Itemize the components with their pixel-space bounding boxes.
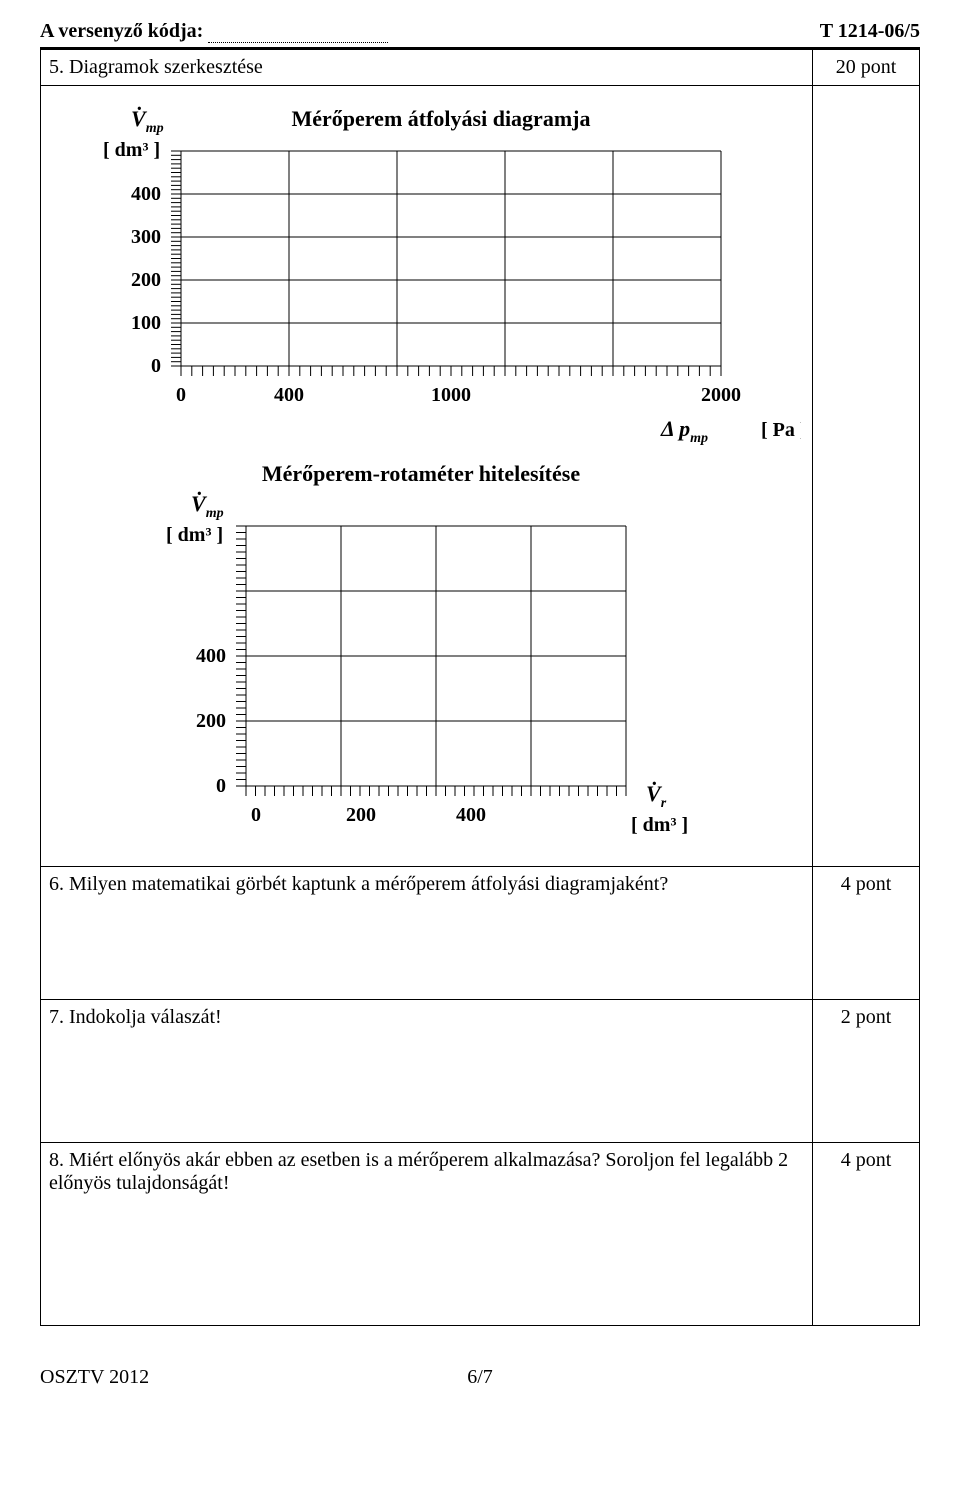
q5-text: Diagramok szerkesztése	[69, 56, 263, 78]
questions-table: 5. Diagramok szerkesztése 20 pont Mérőpe…	[40, 49, 920, 1326]
table-row: 6. Milyen matematikai görbét kaptunk a m…	[41, 867, 920, 1000]
svg-text:200: 200	[196, 710, 226, 732]
charts-points-cell	[813, 86, 920, 867]
svg-text:400: 400	[131, 183, 161, 205]
chart1-title: Mérőperem átfolyási diagramja	[292, 106, 591, 131]
svg-text:200: 200	[131, 269, 161, 291]
exam-code: T 1214-06/5	[820, 20, 920, 43]
svg-text:[ dm³ ]: [ dm³ ]	[166, 524, 223, 546]
svg-text:100: 100	[131, 312, 161, 334]
svg-text:400: 400	[456, 804, 486, 826]
q6-points: 4 pont	[813, 867, 920, 1000]
q7-text: Indokolja válaszát!	[69, 1006, 222, 1028]
svg-text:V̇r: V̇r	[646, 781, 667, 811]
svg-text:0: 0	[251, 804, 261, 826]
q8-points: 4 pont	[813, 1143, 920, 1326]
svg-text:2000: 2000	[701, 384, 741, 406]
svg-text:V̇mp: V̇mp	[191, 491, 224, 521]
svg-text:400: 400	[274, 384, 304, 406]
q5-points: 20 pont	[813, 50, 920, 86]
svg-text:200: 200	[346, 804, 376, 826]
svg-text:[ Pa ]: [ Pa ]	[761, 419, 801, 441]
q7-num: 7.	[49, 1006, 64, 1028]
competitor-label: A versenyző kódja:	[40, 20, 203, 42]
chart-2: Mérőperem-rotaméter hitelesítése V̇mp [ …	[61, 456, 801, 856]
q5-num: 5.	[49, 56, 64, 78]
svg-text:[ dm³ ]: [ dm³ ]	[631, 814, 688, 836]
svg-text:[ dm³ ]: [ dm³ ]	[103, 139, 160, 161]
footer-center: 6/7	[40, 1366, 920, 1389]
q8-num: 8.	[49, 1149, 64, 1171]
table-row: Mérőperem átfolyási diagramja V̇mp [ dm³…	[41, 86, 920, 867]
q6-text: Milyen matematikai görbét kaptunk a mérő…	[69, 873, 668, 895]
svg-text:0: 0	[176, 384, 186, 406]
table-row: 5. Diagramok szerkesztése 20 pont	[41, 50, 920, 86]
q8-text: Miért előnyös akár ebben az esetben is a…	[49, 1149, 788, 1194]
competitor-code-blank	[208, 42, 388, 43]
svg-text:0: 0	[216, 775, 226, 797]
svg-text:V̇mp: V̇mp	[131, 106, 164, 136]
page-footer: OSZTV 2012 6/7	[40, 1366, 920, 1389]
footer-left: OSZTV 2012	[40, 1366, 149, 1389]
q7-points: 2 pont	[813, 1000, 920, 1143]
svg-text:1000: 1000	[431, 384, 471, 406]
svg-text:400: 400	[196, 645, 226, 667]
page-header: A versenyző kódja: T 1214-06/5	[40, 20, 920, 43]
table-row: 7. Indokolja válaszát! 2 pont	[41, 1000, 920, 1143]
svg-text:0: 0	[151, 355, 161, 377]
svg-text:Δ pmp: Δ pmp	[660, 416, 708, 446]
table-row: 8. Miért előnyös akár ebben az esetben i…	[41, 1143, 920, 1326]
q6-num: 6.	[49, 873, 64, 895]
chart2-title: Mérőperem-rotaméter hitelesítése	[262, 461, 580, 486]
chart-1: Mérőperem átfolyási diagramja V̇mp [ dm³…	[61, 96, 801, 456]
svg-text:300: 300	[131, 226, 161, 248]
